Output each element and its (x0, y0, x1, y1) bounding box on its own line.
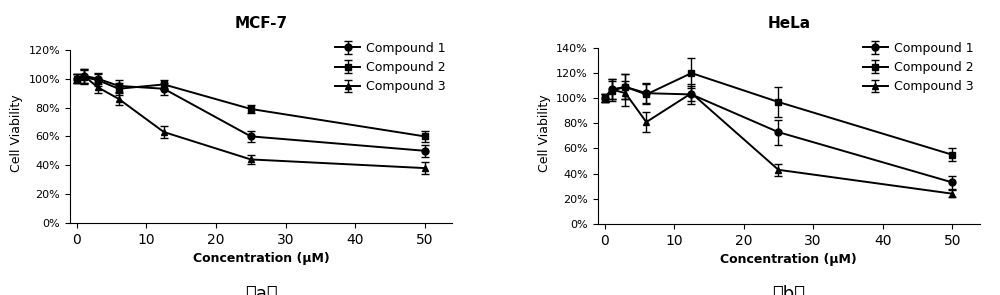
Title: HeLa: HeLa (767, 17, 810, 32)
Legend: Compound 1, Compound 2, Compound 3: Compound 1, Compound 2, Compound 3 (863, 42, 974, 93)
X-axis label: Concentration (μM): Concentration (μM) (720, 253, 857, 266)
Y-axis label: Cell Viability: Cell Viability (538, 94, 551, 172)
X-axis label: Concentration (μM): Concentration (μM) (193, 252, 330, 265)
Text: （b）: （b） (772, 285, 805, 295)
Text: （a）: （a） (245, 285, 277, 295)
Title: MCF-7: MCF-7 (235, 17, 288, 32)
Legend: Compound 1, Compound 2, Compound 3: Compound 1, Compound 2, Compound 3 (335, 42, 446, 93)
Y-axis label: Cell Viability: Cell Viability (10, 94, 23, 172)
